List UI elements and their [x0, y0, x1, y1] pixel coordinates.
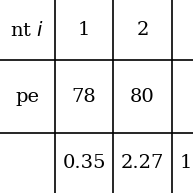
- Text: 2: 2: [136, 21, 149, 39]
- Text: 78: 78: [72, 87, 96, 106]
- Text: pe: pe: [15, 87, 39, 106]
- Text: 1: 1: [180, 154, 192, 172]
- Text: 1: 1: [78, 21, 90, 39]
- Text: 80: 80: [130, 87, 155, 106]
- Text: nt $\it{i}$: nt $\it{i}$: [10, 20, 44, 40]
- Text: 0.35: 0.35: [62, 154, 106, 172]
- Text: 2.27: 2.27: [121, 154, 164, 172]
